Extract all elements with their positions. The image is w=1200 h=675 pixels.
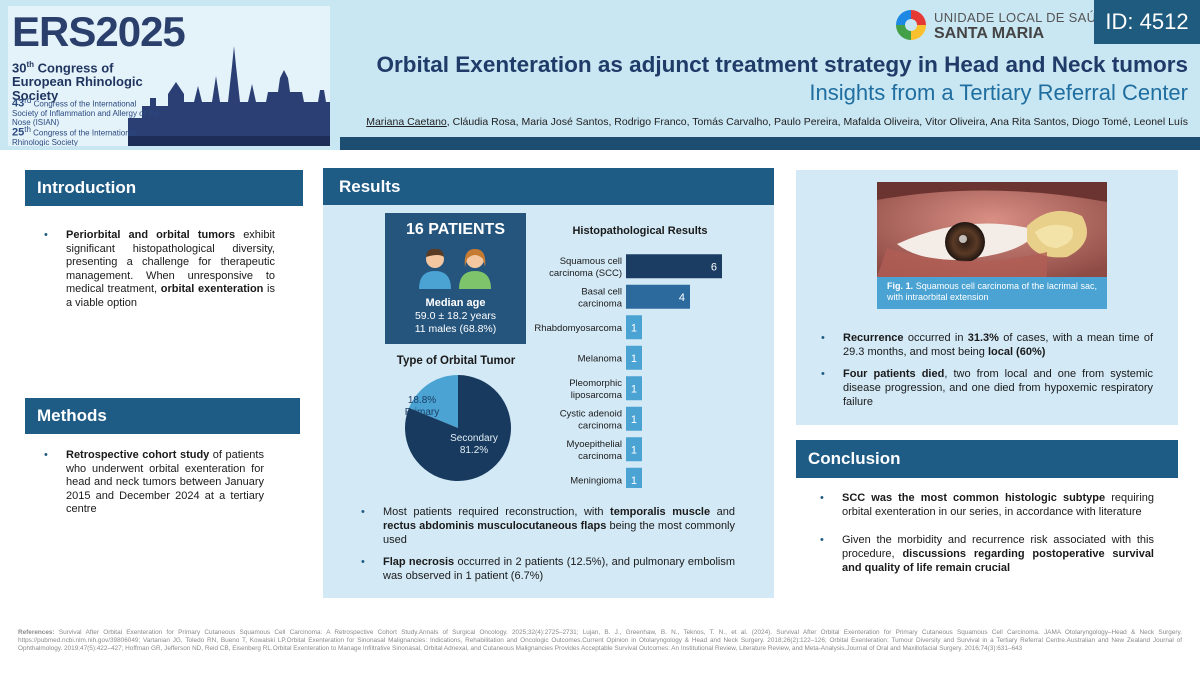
congress-ers-line: 30th Congress of European Rhinologic Soc… bbox=[12, 60, 143, 104]
bar-1 bbox=[626, 284, 690, 309]
header-divider bbox=[340, 137, 1200, 150]
bar-value-label: 1 bbox=[631, 475, 637, 487]
bar-category-label: Rhabdomyosarcoma bbox=[534, 323, 622, 334]
pie-category-label: Primary bbox=[405, 407, 439, 418]
introduction-heading: Introduction bbox=[25, 170, 303, 206]
bar-category-label: carcinoma bbox=[578, 420, 623, 431]
list-item: SCC was the most common histologic subty… bbox=[818, 491, 1154, 519]
patients-summary-card: 16 PATIENTS Median age 59.0 ± 18.2 years… bbox=[385, 213, 526, 344]
author-list: Mariana Caetano, Cláudia Rosa, Maria Jos… bbox=[366, 116, 1188, 128]
bar-chart-title: Histopathological Results bbox=[572, 225, 708, 237]
bar-3 bbox=[626, 345, 642, 370]
bar-4 bbox=[626, 376, 642, 401]
list-item: Four patients died, two from local and o… bbox=[819, 367, 1153, 409]
institution-logo: UNIDADE LOCAL DE SAÚDE SANTA MARIA bbox=[896, 8, 1115, 44]
figure-caption: Fig. 1. Squamous cell carcinoma of the l… bbox=[877, 277, 1107, 309]
list-item: Flap necrosis occurred in 2 patients (12… bbox=[359, 555, 735, 583]
bar-category-label: carcinoma bbox=[578, 451, 623, 462]
poster-header: ERS2025 30th Congress of European Rhinol… bbox=[0, 0, 1200, 150]
budapest-skyline-graphic bbox=[128, 46, 330, 146]
males-count: 11 males (68.8%) bbox=[414, 323, 497, 335]
median-age-label: Median age bbox=[425, 297, 486, 309]
first-author: Mariana Caetano bbox=[366, 116, 447, 128]
bar-value-label: 1 bbox=[631, 444, 637, 456]
methods-list: Retrospective cohort study of patients w… bbox=[42, 449, 264, 525]
poster-title: Orbital Exenteration as adjunct treatmen… bbox=[376, 52, 1188, 77]
pie-value-label: Secondary bbox=[450, 433, 498, 444]
references: References: Survival After Orbital Exent… bbox=[18, 629, 1182, 652]
conclusion-list: SCC was the most common histologic subty… bbox=[818, 491, 1154, 583]
findings-list: Recurrence occurred in 31.3% of cases, w… bbox=[819, 331, 1153, 417]
methods-heading: Methods bbox=[25, 398, 300, 434]
list-item: Periorbital and orbital tumors exhibit s… bbox=[42, 229, 275, 310]
bar-0 bbox=[626, 254, 722, 279]
list-item: Recurrence occurred in 31.3% of cases, w… bbox=[819, 331, 1153, 359]
co-authors: , Cláudia Rosa, Maria José Santos, Rodri… bbox=[446, 116, 1188, 128]
pie-value-label: 18.8% bbox=[408, 395, 436, 406]
bar-5 bbox=[626, 406, 642, 431]
conclusion-heading: Conclusion bbox=[796, 440, 1178, 478]
pie-chart-title: Type of Orbital Tumor bbox=[396, 355, 516, 367]
institution-line-1: UNIDADE LOCAL DE SAÚDE bbox=[934, 10, 1115, 25]
institution-line-2: SANTA MARIA bbox=[934, 25, 1045, 42]
pie-slice-secondary bbox=[405, 375, 511, 481]
bar-6 bbox=[626, 437, 642, 462]
list-item: Given the morbidity and recurrence risk … bbox=[818, 533, 1154, 575]
list-item: Retrospective cohort study of patients w… bbox=[42, 449, 264, 517]
clinical-photo-eye bbox=[877, 182, 1107, 277]
list-item: Most patients required reconstruction, w… bbox=[359, 505, 735, 547]
poster-subtitle: Insights from a Tertiary Referral Center bbox=[809, 80, 1188, 105]
bar-category-label: Myoepithelial bbox=[567, 439, 622, 450]
pie-category-label: 81.2% bbox=[460, 445, 488, 456]
bar-7 bbox=[626, 467, 642, 488]
bar-category-label: Cystic adenoid bbox=[560, 408, 622, 419]
institution-logo-icon bbox=[896, 10, 926, 40]
poster-id-badge: ID: 4512 bbox=[1094, 0, 1200, 44]
bar-category-label: Meningioma bbox=[570, 475, 622, 486]
bar-category-label: Squamous cell bbox=[560, 256, 622, 267]
median-age-value: 59.0 ± 18.2 years bbox=[414, 310, 497, 322]
bar-category-label: Basal cell bbox=[581, 286, 622, 297]
bar-category-label: Pleomorphic bbox=[569, 378, 622, 389]
bar-value-label: 1 bbox=[631, 414, 637, 426]
bar-value-label: 4 bbox=[679, 292, 685, 304]
patients-icon bbox=[419, 248, 491, 289]
bar-value-label: 1 bbox=[631, 322, 637, 334]
bar-value-label: 6 bbox=[711, 261, 717, 273]
bar-category-label: liposarcoma bbox=[571, 390, 623, 401]
congress-logo: ERS2025 30th Congress of European Rhinol… bbox=[8, 6, 330, 146]
bar-2 bbox=[626, 315, 642, 340]
introduction-list: Periorbital and orbital tumors exhibit s… bbox=[42, 229, 275, 318]
congress-name: ERS2025 bbox=[12, 8, 186, 55]
bar-category-label: carcinoma (SCC) bbox=[549, 268, 622, 279]
bar-category-label: carcinoma bbox=[578, 298, 623, 309]
results-list: Most patients required reconstruction, w… bbox=[359, 505, 735, 591]
pie-slice-primary bbox=[408, 375, 458, 428]
bar-value-label: 1 bbox=[631, 353, 637, 365]
congress-irs-line: 25th Congress of the International Rhino… bbox=[12, 125, 136, 146]
bar-category-label: Melanoma bbox=[578, 353, 623, 364]
congress-isian-line: 43rd Congress of the International Socie… bbox=[12, 96, 160, 127]
patients-count: 16 PATIENTS bbox=[406, 221, 505, 238]
results-heading: Results bbox=[323, 168, 774, 205]
bar-value-label: 1 bbox=[631, 383, 637, 395]
